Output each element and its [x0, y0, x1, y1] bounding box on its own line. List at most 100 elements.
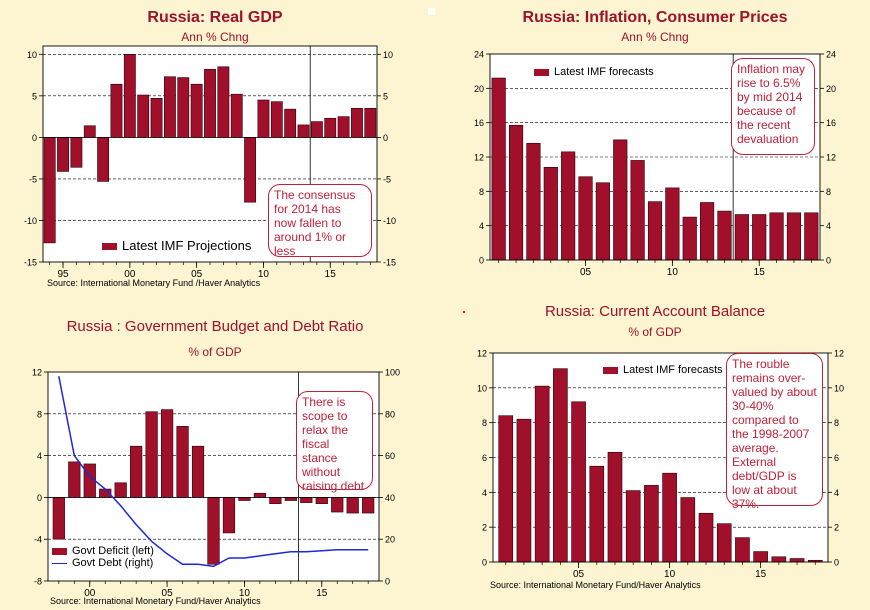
y-tick-label: 10: [477, 383, 487, 393]
annotation: There is scope to relax the fiscal stanc…: [296, 391, 373, 493]
y-tick-label-right: 0: [383, 133, 388, 143]
legend: Latest IMF forecasts: [534, 66, 654, 78]
legend-swatch: [102, 243, 117, 251]
chart-title: Russia: Current Account Balance: [544, 303, 766, 320]
bar: [534, 385, 550, 563]
legend: Govt Deficit (left) Govt Debt (right): [52, 545, 154, 569]
y-tick-label: 24: [474, 50, 484, 60]
bar: [204, 68, 216, 138]
bar: [176, 426, 189, 498]
legend-item-debt: Govt Debt (right): [52, 557, 154, 569]
y-tick-label-right: 12: [826, 153, 836, 163]
source-note: Source: International Monetary Fund/Have…: [50, 596, 261, 606]
y-tick-label: -15: [24, 258, 37, 268]
chart-title: Russia : Government Budget and Debt Rati…: [66, 318, 364, 335]
chart-subtitle: Ann % Chng: [621, 30, 689, 44]
bar: [337, 116, 350, 138]
bar: [244, 137, 256, 203]
y-tick-label-right: 10: [383, 50, 393, 60]
bar: [97, 137, 110, 182]
bar: [43, 137, 56, 244]
x-tick-label: 05: [191, 269, 203, 280]
bar: [52, 497, 65, 540]
bar: [786, 212, 802, 261]
x-tick-label: 15: [755, 569, 767, 580]
bar: [647, 201, 663, 261]
annotation: Inflation may rise to 6.5% by mid 2014 b…: [731, 58, 815, 155]
bar: [716, 523, 732, 563]
bar: [324, 117, 337, 138]
bar: [123, 54, 136, 138]
legend-swatch: [52, 547, 67, 555]
y-tick-label: 4: [482, 488, 487, 498]
bar: [83, 125, 96, 138]
bar: [364, 108, 377, 138]
bar: [114, 482, 127, 498]
legend-label: Latest IMF Projections: [122, 238, 252, 253]
bar: [257, 99, 270, 138]
y-tick-label-right: -15: [383, 258, 396, 268]
bar: [270, 101, 283, 138]
y-tick-label: 2: [482, 523, 487, 533]
legend-label: Latest IMF forecasts: [623, 364, 723, 376]
legend-swatch: [603, 366, 618, 374]
bar: [57, 137, 69, 172]
y-tick-label: 8: [479, 187, 484, 197]
x-tick-label: 95: [57, 269, 69, 280]
bar: [297, 124, 310, 138]
bar: [665, 187, 680, 261]
bar: [734, 214, 749, 261]
bar: [190, 83, 203, 138]
y-tick-label-right: 24: [826, 50, 836, 60]
y2-tick-label: 80: [385, 409, 395, 419]
chart-budget: Russia : Government Budget and Debt Rati…: [0, 305, 430, 610]
bar: [625, 490, 641, 563]
decor-dot: [463, 311, 465, 313]
y-tick-label: 12: [477, 349, 487, 359]
y-tick-label: 0: [37, 493, 42, 503]
y-tick-label: 0: [482, 558, 487, 568]
bar: [516, 418, 532, 563]
x-tick-label: 10: [667, 267, 679, 278]
chart-gdp: Russia: Real GDP Ann % Chng -15 -10 -5 0 5 10…: [0, 0, 430, 300]
y-tick-label: 12: [474, 153, 484, 163]
y-tick-label-right: 2: [834, 523, 839, 533]
legend-label: Govt Deficit (left): [72, 545, 154, 557]
legend: Latest IMF forecasts: [603, 364, 723, 376]
bar: [269, 497, 282, 504]
y-tick-label: 20: [474, 84, 484, 94]
bar: [771, 556, 787, 563]
y-tick-label-right: 4: [826, 221, 831, 231]
bar: [145, 411, 158, 498]
bar: [752, 214, 767, 261]
y-tick-label-right: 0: [834, 558, 839, 568]
chart-inflation: Russia: Inflation, Consumer Prices Ann %…: [440, 0, 870, 300]
bar: [717, 210, 732, 261]
bar: [238, 497, 251, 501]
bar: [137, 94, 150, 138]
x-tick-label: 10: [664, 569, 676, 580]
bar: [491, 77, 506, 261]
y-tick-label: 4: [479, 221, 484, 231]
y-tick-label-right: 6: [834, 453, 839, 463]
bar: [498, 415, 514, 563]
y-tick-label-right: -10: [383, 216, 396, 226]
bar: [682, 216, 697, 261]
y-tick-label-right: 20: [826, 84, 836, 94]
debt-line: [58, 376, 369, 568]
x-tick-label: 15: [325, 269, 337, 280]
legend-label: Govt Debt (right): [72, 557, 154, 569]
bar: [630, 160, 645, 261]
bar: [253, 492, 267, 498]
bar: [789, 558, 805, 563]
x-tick-label: 00: [124, 269, 136, 280]
bar: [310, 121, 323, 138]
y-tick-label-right: 5: [383, 91, 388, 101]
bar: [508, 124, 524, 261]
legend: Latest IMF Projections: [102, 238, 251, 253]
bar: [680, 497, 696, 563]
chart-subtitle: Ann % Chng: [181, 30, 249, 44]
chart-subtitle: % of GDP: [188, 345, 242, 359]
legend-swatch: [534, 68, 549, 76]
x-tick-label: 10: [258, 269, 270, 280]
